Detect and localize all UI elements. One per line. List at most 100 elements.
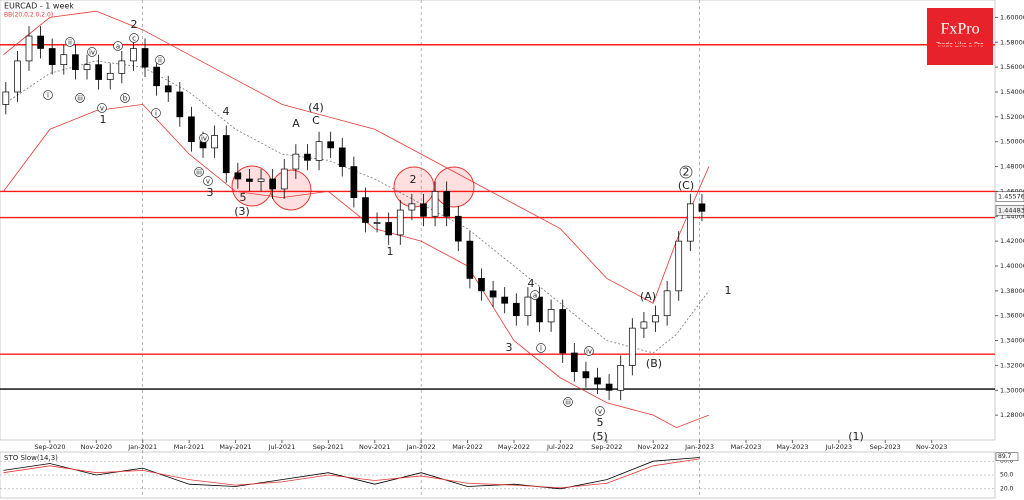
wave-label-circled: iii: [196, 169, 202, 177]
candle-body: [698, 203, 706, 212]
candle-body: [350, 166, 358, 198]
price-label-box: [995, 191, 1024, 202]
candle-body: [454, 215, 462, 242]
y-tick-label: 1.44000: [1000, 212, 1024, 220]
price-label: 1.45576: [998, 193, 1024, 201]
wave-label: 4: [223, 105, 230, 118]
wave-label: (1): [848, 430, 864, 443]
wave-circle: [199, 133, 209, 143]
wave-label-circled: i: [155, 110, 157, 118]
candle-body: [315, 141, 323, 161]
candle-body: [605, 383, 613, 391]
x-tick-label: Nov-2020: [81, 443, 112, 451]
x-tick-label: Jan-2021: [127, 443, 157, 451]
y-tick-label: 1.40000: [1000, 262, 1024, 270]
candle-body: [559, 309, 567, 354]
wave-circle: [120, 93, 130, 103]
wave-circle: [43, 90, 53, 100]
candle-body: [188, 116, 195, 143]
wave-label: (5): [592, 430, 608, 443]
wave-label: 5: [597, 416, 604, 429]
wave-circle: [595, 406, 605, 416]
candle-body: [675, 240, 683, 292]
y-tick-label: 20.0: [1000, 485, 1014, 492]
wave-circle: [129, 33, 139, 43]
candle-body: [280, 168, 288, 190]
x-tick-label: Sep-2021: [313, 443, 344, 451]
wave-circle: [87, 47, 97, 57]
candle-body: [686, 203, 694, 242]
x-tick-label: Mar-2021: [174, 443, 205, 451]
stochastic-title: STO Slow(14,3): [4, 454, 58, 462]
wave-label-circled: c: [132, 35, 136, 43]
x-tick-label: Jul-2022: [546, 443, 574, 451]
wave-circle: [97, 103, 107, 113]
x-tick-label: May-2023: [776, 443, 808, 451]
wave-label: (C): [678, 179, 694, 192]
candle-body: [362, 197, 369, 223]
grid: [142, 0, 700, 498]
logo: FxPro Trade Like a Pro: [927, 8, 993, 65]
wave-label: 1: [387, 245, 394, 258]
candle-body: [443, 191, 451, 217]
price-label: 1.44483: [998, 206, 1024, 214]
x-tick-label: Sep-2022: [591, 443, 622, 451]
candle-body: [304, 153, 311, 161]
candle-body: [570, 352, 578, 372]
wave-label: (4): [308, 101, 324, 114]
y-tick-label: 1.36000: [1000, 312, 1024, 320]
wave-label: 2: [131, 18, 138, 31]
wave-label-circled: 2: [683, 166, 690, 179]
wave-label-circled: iv: [89, 49, 95, 57]
candle-body: [95, 64, 102, 80]
candle-body: [478, 278, 485, 292]
candle-body: [130, 48, 137, 62]
candle-body: [106, 72, 114, 80]
highlight: [433, 166, 475, 208]
wave-label: A: [292, 117, 300, 130]
y-tick-label: 1.60000: [1000, 13, 1024, 21]
wave-circle: [65, 37, 75, 47]
candle-body: [582, 371, 590, 379]
x-tick-label: Sep-2023: [870, 443, 901, 451]
candle-body: [617, 365, 625, 391]
wave-label-circled: iii: [77, 95, 83, 103]
candle-body: [234, 172, 242, 180]
wave-circle: [155, 55, 165, 65]
wave-label: 2: [410, 173, 417, 186]
x-tick-label: Jan-2023: [684, 443, 714, 451]
candle-body: [547, 309, 555, 323]
x-tick-label: Nov-2021: [359, 443, 390, 451]
wave-label: 1: [725, 284, 732, 297]
wave-label-circled: iv: [586, 348, 592, 356]
wave-label-circled: v: [598, 408, 602, 416]
candle-body: [512, 302, 520, 317]
y-tick-label: 1.38000: [1000, 287, 1024, 295]
wave-label: 5: [240, 191, 247, 204]
candle-body: [408, 203, 416, 211]
wave-label-circled: i: [47, 92, 49, 100]
y-tick-label: 1.34000: [1000, 337, 1024, 345]
candle-body: [176, 91, 184, 118]
wave-label: 3: [207, 186, 214, 199]
candle-body: [257, 178, 265, 182]
wave-circle: [584, 346, 594, 356]
price-label-box: [995, 205, 1024, 216]
wave-label-circled: iii: [565, 399, 571, 407]
y-tick-label: 1.56000: [1000, 63, 1024, 71]
candle-body: [663, 290, 671, 317]
y-tick-label: 80.0: [1000, 458, 1014, 465]
stochastic-signal: [3, 458, 700, 489]
x-tick-label: Jul-2021: [268, 443, 296, 451]
candle-body: [385, 222, 393, 236]
wave-label: (3): [234, 205, 250, 218]
candle-body: [2, 91, 10, 105]
x-tick-label: May-2022: [498, 443, 530, 451]
wave-label: 1: [100, 113, 107, 126]
wave-circle: [151, 108, 161, 118]
wave-circle: [536, 343, 546, 353]
candle-body: [37, 35, 44, 49]
highlight: [270, 169, 312, 211]
x-tick-label: Nov-2023: [916, 443, 947, 451]
